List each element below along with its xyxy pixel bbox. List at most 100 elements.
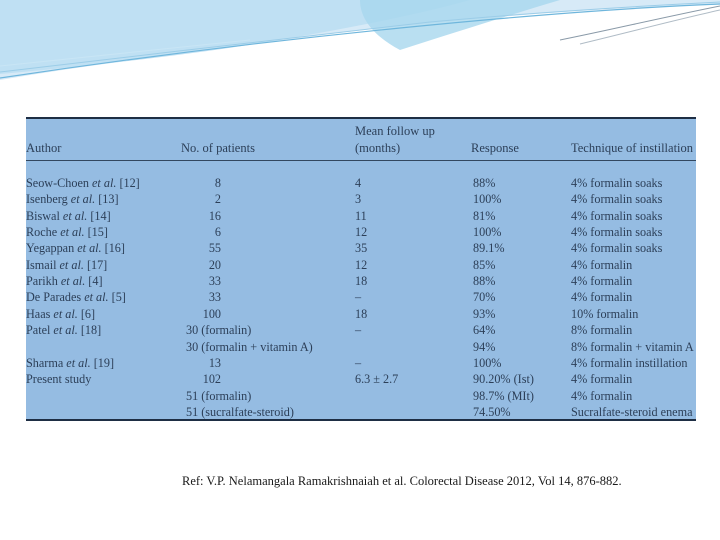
- cell-followup: 4: [355, 176, 362, 190]
- cell-technique: 4% formalin soaks: [571, 241, 663, 256]
- author-ref: [18]: [77, 323, 102, 338]
- cell-response: 64%: [473, 323, 496, 338]
- cell-technique: 4% formalin: [571, 290, 633, 305]
- cell-author: Biswal et al. [14]: [26, 208, 111, 224]
- studies-table: Author No. of patients Mean follow up (m…: [26, 117, 696, 421]
- cell-author: Haas et al. [6]: [26, 306, 95, 322]
- author-etal: et al.: [81, 290, 109, 305]
- table-row: 51 (formalin) 98.7% (MIt) 4% formalin: [26, 388, 696, 404]
- author-name: Ismail: [26, 257, 57, 272]
- cell-response: 70%: [473, 290, 496, 305]
- table-row: Parikh et al. [4] 33 18 88% 4% formalin: [26, 273, 696, 289]
- author-etal: et al.: [59, 208, 88, 223]
- cell-followup: –: [355, 290, 362, 305]
- cell-patients: 30 (formalin + vitamin A): [186, 339, 313, 354]
- author-etal: et al.: [74, 241, 102, 256]
- author-ref: [4]: [85, 274, 103, 289]
- cell-patients: 13: [208, 355, 221, 370]
- author-ref: [14]: [87, 208, 111, 223]
- cell-response: 88%: [473, 274, 496, 289]
- cell-followup: 11: [355, 208, 367, 223]
- author-name: Present study: [26, 372, 92, 387]
- table-row: 51 (sucralfate-steroid) 74.50% Sucralfate-…: [26, 404, 696, 420]
- cell-patients: 100: [202, 306, 221, 321]
- header-response: Response: [471, 141, 519, 155]
- cell-response: 90.20% (Ist): [473, 372, 534, 387]
- cell-response: 100%: [473, 192, 502, 207]
- cell-author: Present study: [26, 371, 91, 387]
- cell-patients: 8: [214, 176, 221, 190]
- cell-followup: 3: [355, 192, 362, 207]
- cell-author: Yegappan et al. [16]: [26, 240, 125, 256]
- table-row: Roche et al. [15] 6 12 100% 4% formalin soak…: [26, 224, 696, 240]
- cell-patients: 6: [214, 225, 221, 240]
- cell-response: 100%: [473, 355, 502, 370]
- cell-followup: –: [355, 355, 362, 370]
- cell-author: Isenberg et al. [13]: [26, 191, 119, 207]
- cell-response: 74.50%: [473, 404, 511, 419]
- cell-response: 88%: [473, 176, 496, 190]
- cell-response: 89.1%: [473, 241, 505, 256]
- header-technique: Technique of instillation: [571, 141, 694, 155]
- cell-technique: 4% formalin: [571, 388, 633, 403]
- cell-author: Ismail et al. [17]: [26, 257, 107, 273]
- author-etal: et al.: [56, 257, 84, 272]
- table-row: Patel et al. [18] 30 (formalin) – 64% 8% for…: [26, 322, 696, 338]
- cell-patients: 51 (formalin): [186, 388, 252, 403]
- author-name: Isenberg: [26, 192, 68, 207]
- author-ref: [5]: [108, 290, 126, 305]
- author-ref: [12]: [116, 176, 140, 190]
- author-name: Haas: [26, 306, 51, 321]
- cell-author: Seow-Choen et al. [12]: [26, 175, 140, 191]
- cell-response: 98.7% (MIt): [473, 388, 534, 403]
- cell-technique: 4% formalin: [571, 274, 633, 289]
- author-etal: et al.: [67, 192, 96, 207]
- table-row: Ismail et al. [17] 20 12 85% 4% formalin: [26, 257, 696, 273]
- cell-technique: 4% formalin: [571, 372, 633, 387]
- cell-followup: 12: [355, 257, 368, 272]
- table-header: Author No. of patients Mean follow up (m…: [26, 119, 696, 161]
- table-row: Biswal et al. [14] 16 11 81% 4% formalin soa…: [26, 208, 696, 224]
- cell-patients: 33: [208, 274, 221, 289]
- cell-technique: Sucralfate-steroid enema: [571, 404, 693, 419]
- cell-response: 85%: [473, 257, 496, 272]
- author-name: Biswal: [26, 208, 60, 223]
- cell-patients: 55: [208, 241, 221, 256]
- header-followup-line1: Mean follow up: [355, 124, 435, 138]
- header-author: Author: [26, 141, 62, 155]
- table-row: Seow-Choen et al. [12] 8 4 88% 4% formalin s…: [26, 175, 696, 191]
- table-row: Sharma et al. [19] 13 – 100% 4% formalin ins…: [26, 355, 696, 371]
- header-patients: No. of patients: [181, 141, 255, 155]
- header-followup-line2: (months): [355, 141, 401, 155]
- cell-patients: 20: [208, 257, 221, 272]
- author-etal: et al.: [57, 225, 85, 240]
- table-row: Present study 102 6.3 ± 2.7 90.20% (Ist) 4% …: [26, 371, 696, 387]
- cell-response: 94%: [473, 339, 496, 354]
- author-ref: [15]: [84, 225, 108, 240]
- cell-response: 81%: [473, 208, 496, 223]
- cell-followup: 18: [355, 274, 368, 289]
- cell-patients: 102: [202, 372, 221, 387]
- cell-patients: 2: [214, 192, 221, 207]
- author-name: Patel: [26, 323, 51, 338]
- cell-followup: 35: [355, 241, 368, 256]
- author-etal: et al.: [50, 323, 78, 338]
- cell-author: Roche et al. [15]: [26, 224, 108, 240]
- cell-author: Sharma et al. [19]: [26, 355, 114, 371]
- cell-response: 93%: [473, 306, 496, 321]
- cell-patients: 33: [208, 290, 221, 305]
- author-ref: [19]: [90, 355, 115, 370]
- author-ref: [16]: [101, 241, 125, 256]
- cell-technique: 8% formalin: [571, 323, 633, 338]
- table-row: Haas et al. [6] 100 18 93% 10% formalin: [26, 306, 696, 322]
- cell-patients: 30 (formalin): [186, 323, 252, 338]
- cell-followup: 18: [355, 306, 368, 321]
- cell-author: Parikh et al. [4]: [26, 273, 103, 289]
- cell-technique: 4% formalin soaks: [571, 225, 663, 240]
- cell-author: De Parades et al. [5]: [26, 289, 126, 305]
- author-etal: et al.: [63, 355, 91, 370]
- cell-author: Patel et al. [18]: [26, 322, 101, 338]
- cell-technique: 10% formalin: [571, 306, 639, 321]
- table-row: Isenberg et al. [13] 2 3 100% 4% formalin so…: [26, 191, 696, 207]
- cell-technique: 4% formalin soaks: [571, 176, 663, 190]
